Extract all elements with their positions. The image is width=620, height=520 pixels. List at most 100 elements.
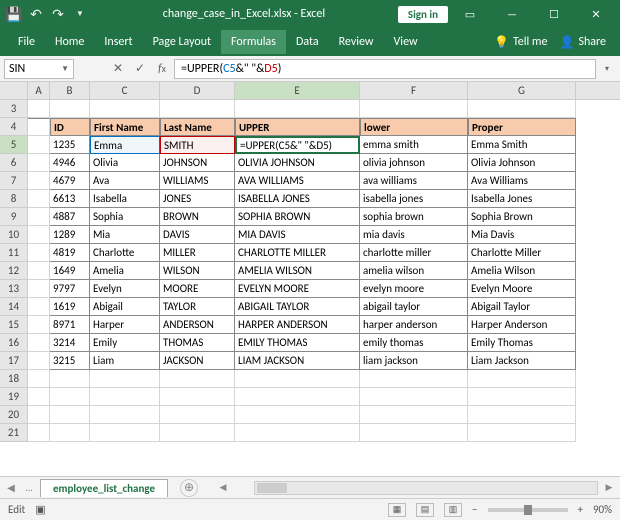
cell[interactable]: Olivia xyxy=(90,154,160,172)
row-header[interactable]: 9 xyxy=(0,208,28,226)
cell[interactable]: Amelia xyxy=(90,262,160,280)
cell[interactable]: Emma Smith xyxy=(468,136,576,154)
tab-formulas[interactable]: Formulas xyxy=(221,30,286,54)
cancel-formula-icon[interactable]: ✕ xyxy=(108,59,128,79)
cell[interactable] xyxy=(160,370,235,388)
cell[interactable] xyxy=(50,388,90,406)
cell[interactable] xyxy=(235,100,360,118)
row-header[interactable]: 15 xyxy=(0,316,28,334)
macro-record-icon[interactable]: ▣ xyxy=(35,503,45,516)
cell[interactable]: charlotte miller xyxy=(360,244,468,262)
cell[interactable] xyxy=(28,280,50,298)
cell[interactable]: WILSON xyxy=(160,262,235,280)
cell[interactable] xyxy=(360,370,468,388)
cell[interactable]: harper anderson xyxy=(360,316,468,334)
expand-formula-icon[interactable]: ▾ xyxy=(598,64,616,74)
cell[interactable] xyxy=(160,406,235,424)
cell[interactable]: Ava xyxy=(90,172,160,190)
redo-icon[interactable]: ↷ xyxy=(48,4,68,24)
cell[interactable]: Liam xyxy=(90,352,160,370)
cell[interactable]: amelia wilson xyxy=(360,262,468,280)
cell[interactable]: 3214 xyxy=(50,334,90,352)
col-header-d[interactable]: D xyxy=(160,82,235,99)
select-all-corner[interactable] xyxy=(0,82,28,99)
sheet-tab-active[interactable]: employee_list_change xyxy=(40,479,168,497)
row-header[interactable]: 6 xyxy=(0,154,28,172)
tab-view[interactable]: View xyxy=(384,30,428,54)
cell[interactable] xyxy=(235,424,360,442)
row-header[interactable]: 16 xyxy=(0,334,28,352)
row-header[interactable]: 4 xyxy=(0,118,28,136)
cell[interactable] xyxy=(160,388,235,406)
cell[interactable]: Olivia Johnson xyxy=(468,154,576,172)
name-box[interactable]: SIN▼ xyxy=(4,59,74,79)
cell[interactable]: evelyn moore xyxy=(360,280,468,298)
cell[interactable] xyxy=(90,370,160,388)
cell[interactable] xyxy=(28,172,50,190)
cell[interactable]: Isabella xyxy=(90,190,160,208)
cell[interactable]: 8971 xyxy=(50,316,90,334)
cell[interactable]: Evelyn xyxy=(90,280,160,298)
zoom-slider[interactable] xyxy=(488,508,568,512)
save-icon[interactable]: 💾 xyxy=(4,4,24,24)
row-header[interactable]: 18 xyxy=(0,370,28,388)
cell[interactable]: AMELIA WILSON xyxy=(235,262,360,280)
cell[interactable]: Mia xyxy=(90,226,160,244)
cell[interactable]: Last Name xyxy=(160,118,235,136)
col-header-e[interactable]: E xyxy=(235,82,360,99)
cell[interactable]: ISABELLA JONES xyxy=(235,190,360,208)
cell[interactable] xyxy=(28,406,50,424)
cell[interactable]: Harper xyxy=(90,316,160,334)
tab-page-layout[interactable]: Page Layout xyxy=(143,30,221,54)
cell[interactable]: 1649 xyxy=(50,262,90,280)
cell[interactable] xyxy=(28,136,50,154)
cell[interactable] xyxy=(360,388,468,406)
tab-insert[interactable]: Insert xyxy=(94,30,142,54)
new-sheet-button[interactable]: ⊕ xyxy=(180,479,198,497)
cell[interactable]: AVA WILLIAMS xyxy=(235,172,360,190)
horizontal-scrollbar[interactable] xyxy=(254,481,598,495)
row-header[interactable]: 20 xyxy=(0,406,28,424)
cell[interactable]: ava williams xyxy=(360,172,468,190)
cell[interactable] xyxy=(90,406,160,424)
cell[interactable]: MILLER xyxy=(160,244,235,262)
cell[interactable] xyxy=(235,388,360,406)
cell[interactable]: abigail taylor xyxy=(360,298,468,316)
enter-formula-icon[interactable]: ✓ xyxy=(130,59,150,79)
cell[interactable] xyxy=(90,424,160,442)
minimize-icon[interactable]: — xyxy=(492,0,532,28)
tab-review[interactable]: Review xyxy=(329,30,384,54)
cell[interactable]: EVELYN MOORE xyxy=(235,280,360,298)
sheet-nav-prev-icon[interactable]: ◀ xyxy=(4,481,18,494)
cell[interactable]: Liam Jackson xyxy=(468,352,576,370)
cell[interactable]: ABIGAIL TAYLOR xyxy=(235,298,360,316)
cell[interactable]: JOHNSON xyxy=(160,154,235,172)
row-header[interactable]: 7 xyxy=(0,172,28,190)
cell[interactable] xyxy=(468,100,576,118)
cell[interactable]: 9797 xyxy=(50,280,90,298)
cell[interactable]: Amelia Wilson xyxy=(468,262,576,280)
row-header[interactable]: 14 xyxy=(0,298,28,316)
cell[interactable]: 3215 xyxy=(50,352,90,370)
cell[interactable]: BROWN xyxy=(160,208,235,226)
cell[interactable]: Ava Williams xyxy=(468,172,576,190)
cell[interactable]: olivia johnson xyxy=(360,154,468,172)
cell[interactable]: Charlotte xyxy=(90,244,160,262)
cell[interactable] xyxy=(50,424,90,442)
cell[interactable] xyxy=(28,316,50,334)
row-header[interactable]: 19 xyxy=(0,388,28,406)
formula-input[interactable]: =UPPER(C5&" "&D5) xyxy=(174,59,596,79)
cell[interactable]: ID xyxy=(50,118,90,136)
cell[interactable]: THOMAS xyxy=(160,334,235,352)
cell[interactable] xyxy=(360,424,468,442)
cell[interactable]: liam jackson xyxy=(360,352,468,370)
cell[interactable] xyxy=(50,100,90,118)
cell[interactable]: HARPER ANDERSON xyxy=(235,316,360,334)
row-header[interactable]: 5 xyxy=(0,136,28,154)
cell[interactable] xyxy=(90,388,160,406)
row-header[interactable]: 13 xyxy=(0,280,28,298)
cell[interactable] xyxy=(468,370,576,388)
cell[interactable]: Evelyn Moore xyxy=(468,280,576,298)
cell[interactable]: Sophia Brown xyxy=(468,208,576,226)
cell[interactable]: Isabella Jones xyxy=(468,190,576,208)
